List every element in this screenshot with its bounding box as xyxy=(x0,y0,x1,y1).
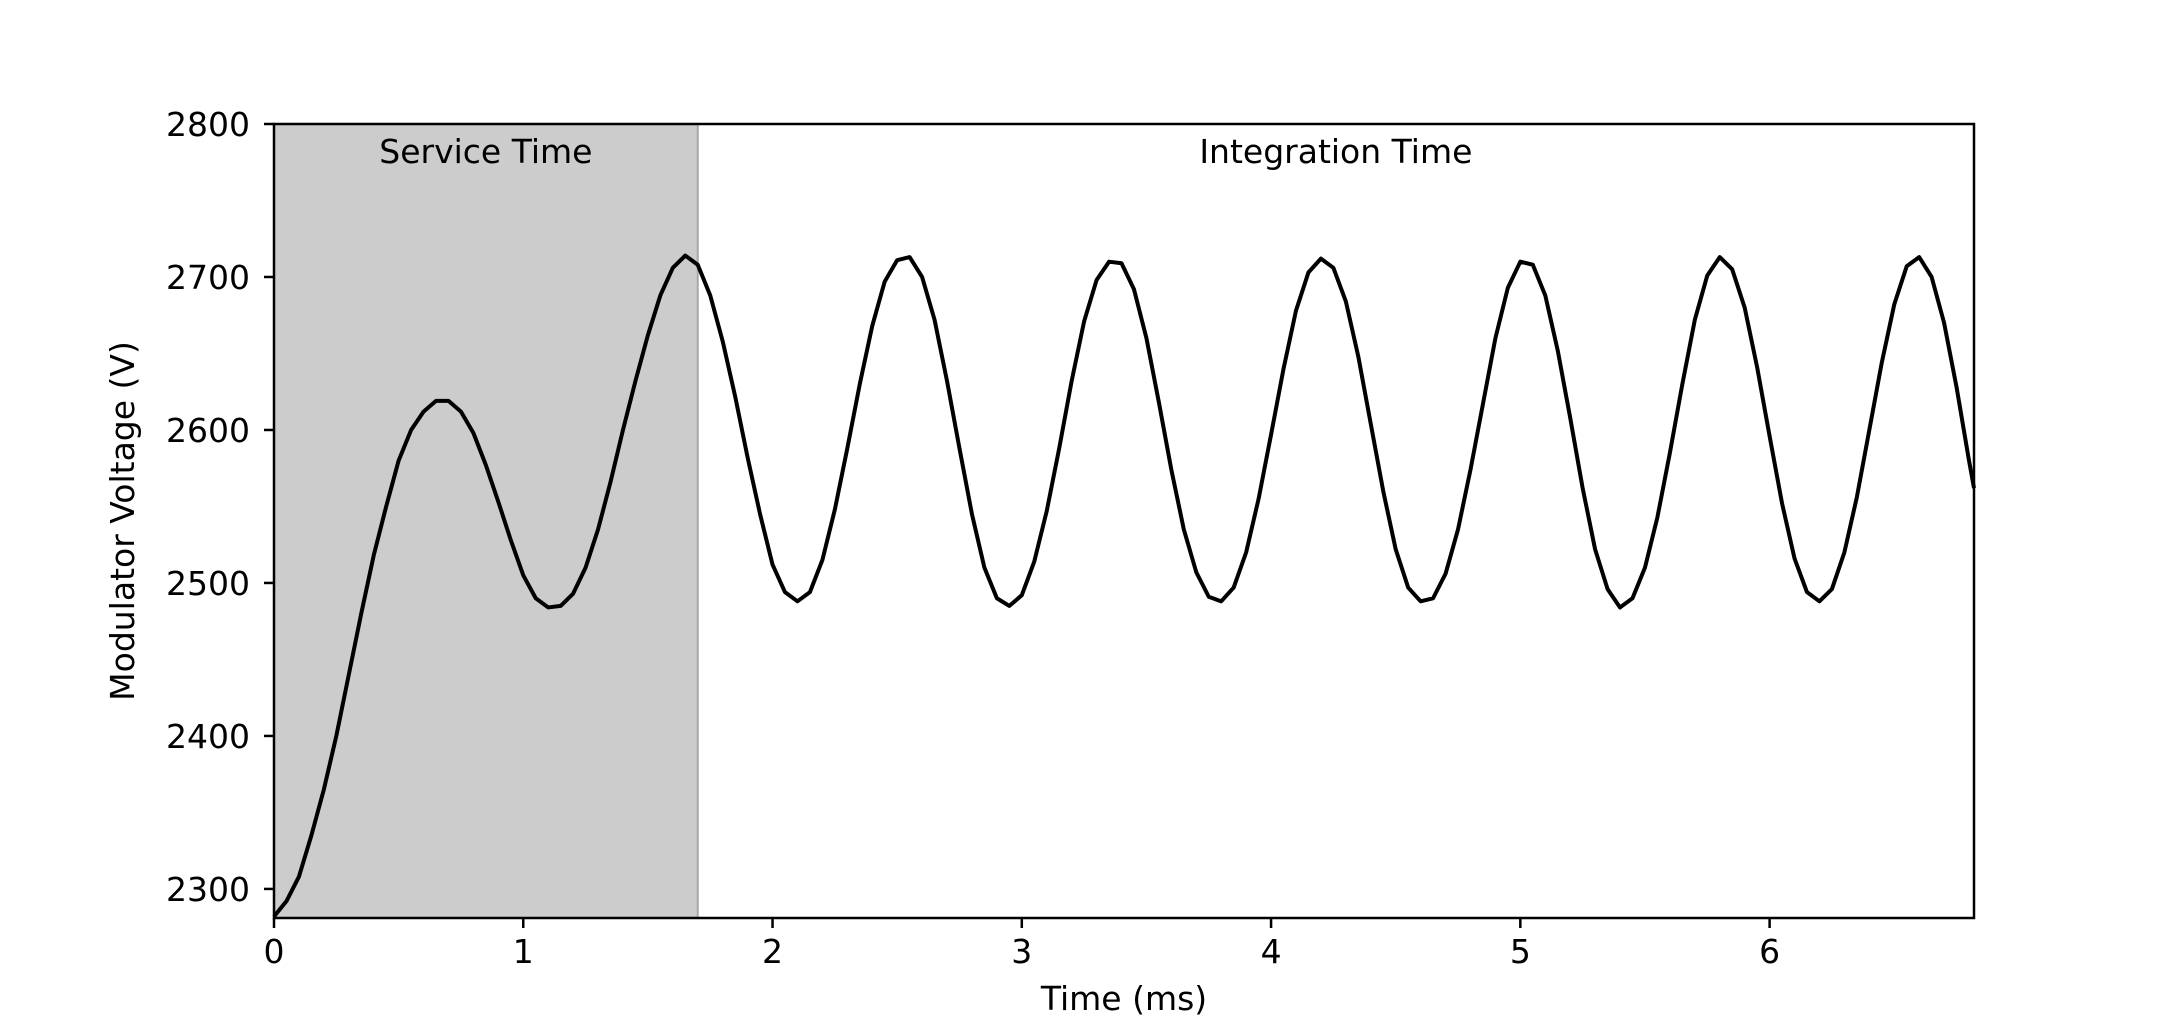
series-layer xyxy=(272,253,1976,918)
y-axis-label: Modulator Voltage (V) xyxy=(103,341,142,701)
x-tick-label: 5 xyxy=(1510,932,1531,971)
x-axis-label: Time (ms) xyxy=(1040,979,1207,1018)
x-axis: 0 1 2 3 4 5 6 xyxy=(264,918,1780,971)
plot-frame xyxy=(272,122,1976,920)
y-tick-label: 2600 xyxy=(166,411,250,450)
y-tick-label: 2400 xyxy=(166,717,250,756)
x-tick-label: 6 xyxy=(1759,932,1780,971)
region-labels: Service Time Integration Time xyxy=(379,132,1472,171)
region-shade-service-time xyxy=(274,124,698,918)
x-tick-label: 4 xyxy=(1261,932,1282,971)
series-line-0 xyxy=(272,253,1976,918)
y-tick-label: 2300 xyxy=(166,870,250,909)
x-tick-label: 3 xyxy=(1011,932,1032,971)
x-tick-label: 2 xyxy=(762,932,783,971)
y-tick-label: 2700 xyxy=(166,258,250,297)
y-tick-label: 2500 xyxy=(166,564,250,603)
y-tick-label: 2800 xyxy=(166,105,250,144)
region-label-integration-time: Integration Time xyxy=(1199,132,1472,171)
regions-layer xyxy=(274,124,699,918)
region-label-service-time: Service Time xyxy=(379,132,592,171)
x-tick-label: 0 xyxy=(264,932,285,971)
y-axis: 2300 2400 2500 2600 2700 2800 xyxy=(166,105,274,909)
x-tick-label: 1 xyxy=(513,932,534,971)
